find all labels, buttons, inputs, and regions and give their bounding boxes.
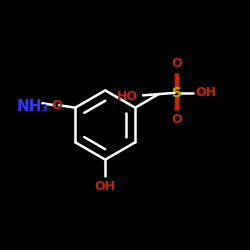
Text: OH: OH bbox=[95, 180, 116, 193]
Text: HO: HO bbox=[117, 90, 138, 103]
Text: O: O bbox=[52, 99, 62, 112]
Text: OH: OH bbox=[196, 86, 217, 99]
Text: O: O bbox=[172, 57, 182, 70]
Text: O: O bbox=[172, 114, 182, 126]
Text: S: S bbox=[172, 86, 182, 100]
Text: NH₃: NH₃ bbox=[16, 99, 48, 114]
